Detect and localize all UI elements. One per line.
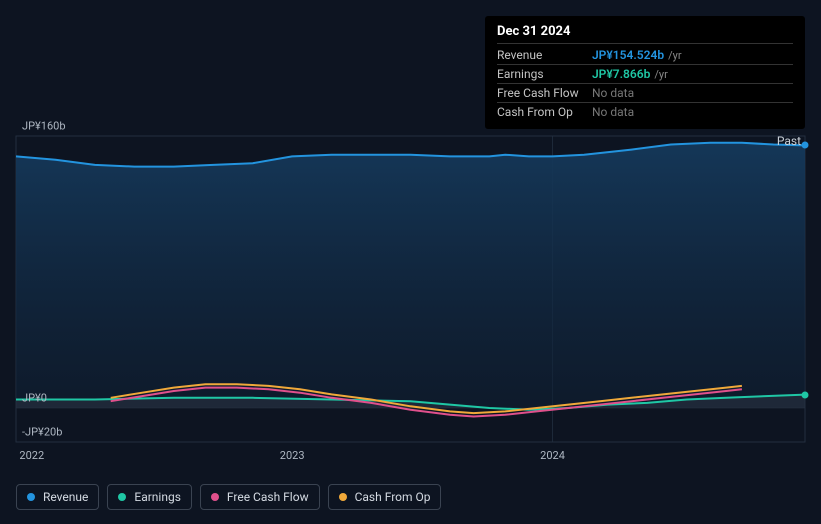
y-axis-label: JP¥160b [22,120,66,133]
legend-swatch [211,493,219,501]
legend-item-cash_from_op[interactable]: Cash From Op [328,484,442,510]
legend-swatch [27,493,35,501]
tooltip-row-revenue: RevenueJP¥154.524b/yr [497,46,793,65]
tooltip-row-free_cash_flow: Free Cash FlowNo data [497,84,793,103]
tooltip-suffix: /yr [668,49,681,62]
tooltip-label: Free Cash Flow [497,86,592,100]
hover-tooltip: Dec 31 2024 RevenueJP¥154.524b/yrEarning… [485,16,805,129]
revenue-end-marker [802,142,809,149]
legend-swatch [339,493,347,501]
y-axis-label: -JP¥20b [22,426,62,439]
legend-item-earnings[interactable]: Earnings [107,484,192,510]
legend-item-revenue[interactable]: Revenue [16,484,99,510]
legend-item-free_cash_flow[interactable]: Free Cash Flow [200,484,320,510]
legend-label: Revenue [43,490,88,504]
tooltip-nodata: No data [592,86,634,100]
x-axis-label: 2022 [19,449,44,462]
tooltip-value: JP¥7.866b [592,67,650,81]
financials-chart: Dec 31 2024 RevenueJP¥154.524b/yrEarning… [16,16,805,468]
tooltip-row-cash_from_op: Cash From OpNo data [497,103,793,121]
chart-plot-area[interactable]: 202220232024 [16,136,805,442]
tooltip-label: Earnings [497,67,592,81]
earnings-end-marker [802,391,809,398]
legend: Revenue Earnings Free Cash Flow Cash From O… [16,484,441,510]
x-axis-label: 2023 [280,449,305,462]
x-axis-label: 2024 [540,449,565,462]
legend-label: Free Cash Flow [227,490,309,504]
tooltip-value: JP¥154.524b [592,48,664,62]
legend-label: Cash From Op [355,490,431,504]
tooltip-date: Dec 31 2024 [497,24,793,44]
legend-swatch [118,493,126,501]
tooltip-row-earnings: EarningsJP¥7.866b/yr [497,65,793,84]
past-label: Past [777,134,801,148]
legend-label: Earnings [134,490,181,504]
tooltip-nodata: No data [592,105,634,119]
tooltip-label: Revenue [497,48,592,62]
y-axis-label: JP¥0 [22,392,47,405]
tooltip-suffix: /yr [654,68,667,81]
tooltip-label: Cash From Op [497,105,592,119]
